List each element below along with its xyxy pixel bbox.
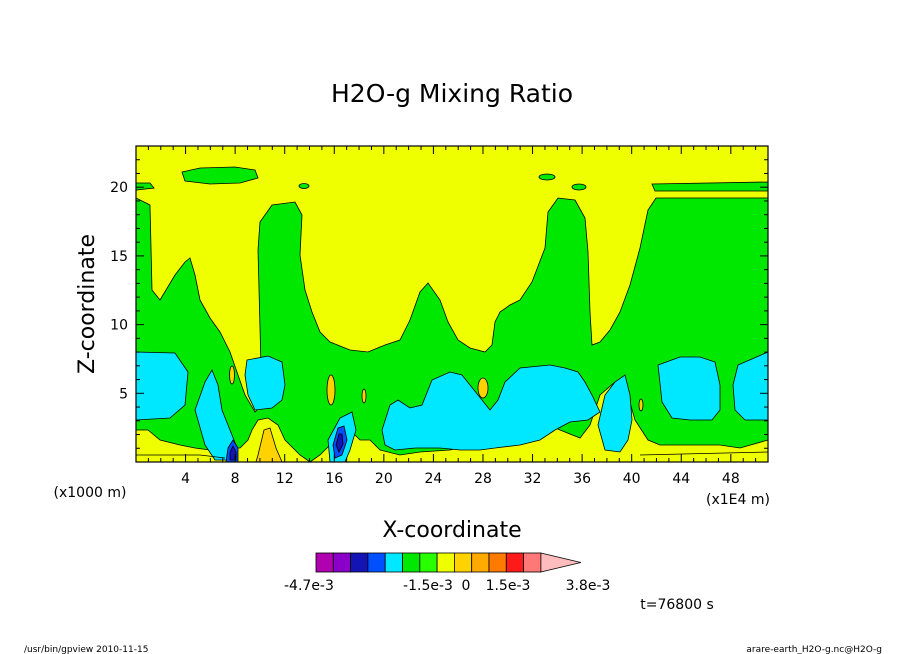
- y-tick-label: 5: [119, 386, 128, 402]
- contour-navy-core-2: [335, 433, 344, 453]
- x-tick-label: 16: [325, 471, 343, 487]
- colorbar-swatch: [419, 552, 438, 573]
- colorbar-swatch: [350, 552, 369, 573]
- contour-green-main: [135, 197, 769, 463]
- colorbar-label: -4.7e-3: [284, 578, 334, 594]
- y-tick-label: 15: [110, 249, 128, 265]
- x-tick-label: 40: [623, 471, 641, 487]
- contour-green-speck-1: [538, 173, 556, 181]
- colorbar-swatch: [367, 552, 386, 573]
- time-label: t=76800 s: [640, 597, 714, 613]
- x-tick-label: 32: [524, 471, 542, 487]
- contour-green-speck-3: [298, 183, 310, 189]
- x-tick-label: 8: [231, 471, 240, 487]
- contour-cyan-wide: [381, 364, 601, 451]
- colorbar-swatch: [453, 552, 473, 573]
- colorbar-swatch: [384, 552, 403, 573]
- surface-contour-2: [639, 451, 769, 456]
- contour-orange-1: [229, 365, 235, 385]
- colorbar-swatch: [315, 552, 334, 573]
- colorbar-label: 1.5e-3: [486, 578, 531, 594]
- contour-green-right-top: [651, 181, 769, 192]
- surface-contour-1: [136, 454, 226, 459]
- x-unit-left: (x1000 m): [54, 485, 127, 501]
- colorbar-label-1: -1.5e-3: [403, 578, 453, 594]
- y-axis-label: Z-coordinate: [75, 234, 100, 374]
- chart-title: H2O-g Mixing Ratio: [331, 79, 573, 108]
- contour-cyan-right: [657, 356, 721, 421]
- y-axis: 5 10 15 20: [110, 159, 768, 449]
- colorbar-label: 3.8e-3: [566, 578, 611, 594]
- colorbar-swatch: [402, 552, 421, 573]
- contour-orange-4: [477, 377, 489, 399]
- plot-frame: [135, 145, 769, 463]
- x-tick-label: 4: [181, 471, 190, 487]
- contour-green-top-left: [181, 166, 259, 185]
- colorbar-label: 0: [462, 578, 471, 594]
- x-tick-label: 28: [474, 471, 492, 487]
- colorbar-swatch: [471, 552, 490, 573]
- contour-orange-2: [326, 374, 336, 406]
- colorbar-arrow: [540, 552, 581, 573]
- plot-area: [135, 145, 769, 463]
- x-tick-label: 36: [573, 471, 591, 487]
- y-tick-label: 20: [110, 180, 128, 196]
- contour-navy-core-1: [229, 445, 237, 461]
- x-tick-label: 48: [722, 471, 740, 487]
- x-unit-right: (x1E4 m): [706, 492, 770, 508]
- x-tick-label: 24: [424, 471, 442, 487]
- footer-right: arare-earth_H2O-g.nc@H2O-g: [746, 645, 882, 654]
- contour-orange-3: [361, 388, 367, 404]
- colorbar-swatch: [436, 552, 455, 573]
- contour-cyan-left-lobe: [194, 369, 239, 461]
- x-tick-label: 20: [375, 471, 393, 487]
- x-tick-label: 12: [276, 471, 294, 487]
- colorbar-swatch: [332, 552, 351, 573]
- contour-green-speck-2: [571, 183, 587, 191]
- x-axis-label: X-coordinate: [382, 518, 521, 543]
- contour-orange-6: [638, 398, 644, 412]
- x-axis: 4 8 12 16 20 24 28 32 36 40 44 48: [147, 146, 757, 487]
- contour-cyan-right-lobe: [597, 374, 633, 453]
- colorbar-swatch: [523, 552, 542, 573]
- colorbar-swatch: [505, 552, 524, 573]
- contour-cyan-blob: [244, 355, 286, 411]
- colorbar: -4.7e-3 0 1.5e-3 3.8e-3: [284, 552, 611, 594]
- y-tick-label: 10: [110, 318, 128, 334]
- colorbar-swatch: [488, 552, 507, 573]
- x-tick-label: 44: [672, 471, 690, 487]
- footer-left: /usr/bin/gpview 2010-11-15: [24, 645, 148, 654]
